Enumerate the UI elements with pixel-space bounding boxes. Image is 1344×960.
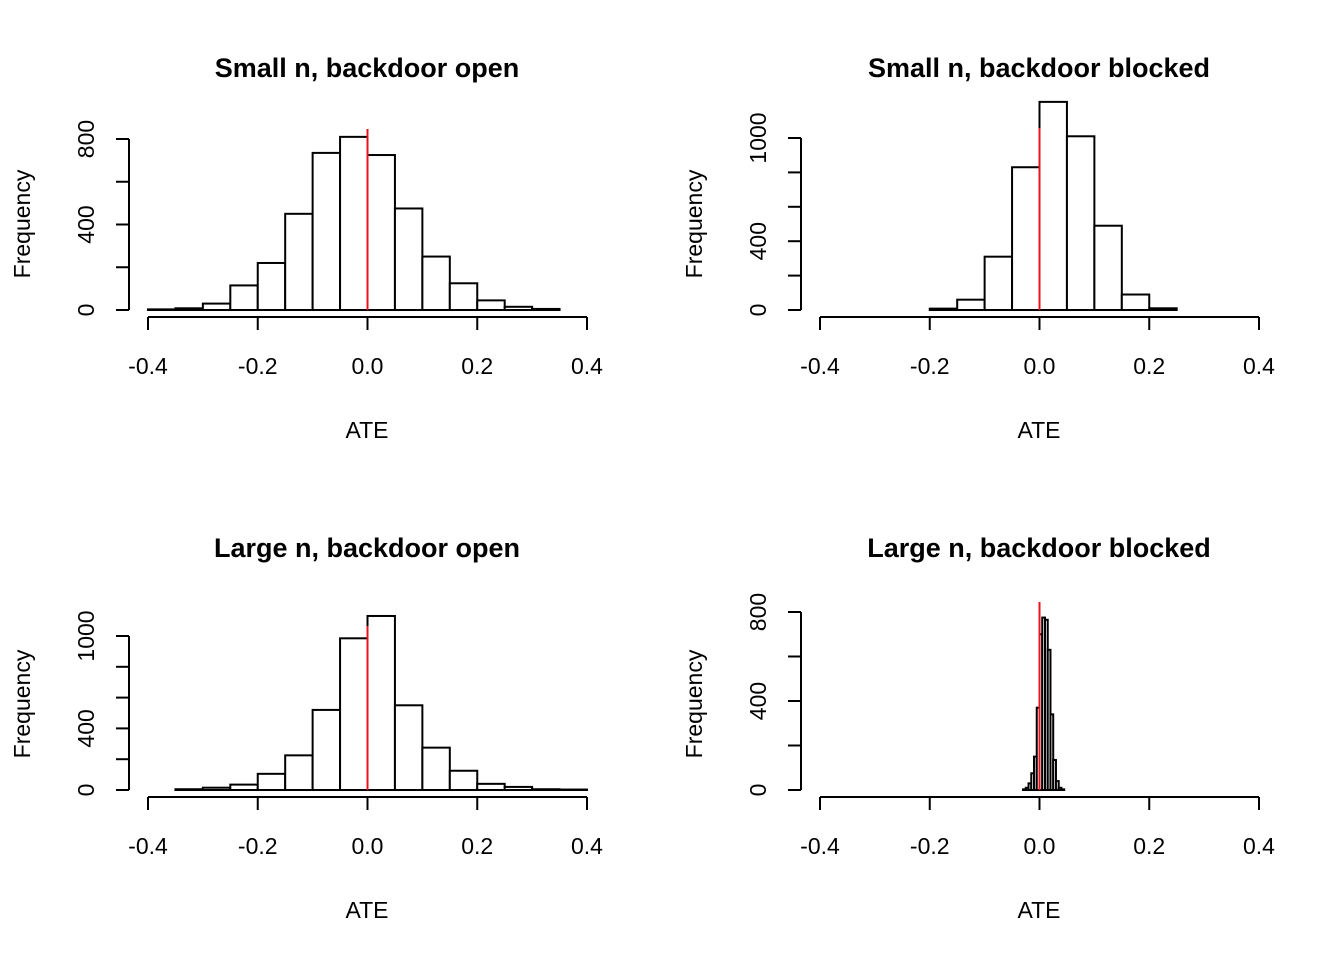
x-tick-label: 0.4	[1243, 353, 1275, 379]
histogram-bar	[174, 788, 204, 792]
x-tick-label: 0.0	[1024, 353, 1056, 379]
histogram-bar	[503, 305, 534, 312]
y-axis-label: Frequency	[681, 649, 707, 758]
y-tick-label: 800	[73, 120, 99, 158]
histogram-bar	[421, 746, 451, 791]
histogram-bar	[256, 772, 287, 791]
histogram-bar	[201, 302, 232, 311]
histogram-bar	[448, 282, 479, 311]
panel-title: Small n, backdoor blocked	[868, 53, 1210, 83]
histogram-bar	[229, 783, 259, 791]
histogram-bar	[1093, 224, 1123, 311]
histogram-bar	[366, 154, 396, 311]
histogram-bar	[531, 307, 561, 311]
x-tick-label: -0.4	[128, 353, 168, 379]
histogram-bar	[311, 708, 342, 791]
histogram-bar	[1054, 780, 1060, 792]
y-tick-label: 0	[73, 304, 99, 317]
y-tick-label: 400	[73, 205, 99, 243]
x-axis-label: ATE	[345, 417, 388, 443]
y-axis-label: Frequency	[681, 169, 707, 278]
y-tick-label: 800	[745, 593, 771, 631]
histogram-bar	[1120, 293, 1151, 311]
x-tick-label: 0.2	[461, 833, 493, 859]
histogram-bar	[147, 308, 177, 312]
x-tick-label: -0.2	[238, 353, 278, 379]
y-tick-label: 1000	[73, 610, 99, 661]
histogram-bar	[448, 769, 479, 791]
y-tick-label: 400	[73, 709, 99, 747]
histogram-bar	[1060, 788, 1066, 791]
y-tick-label: 1000	[745, 112, 771, 163]
histogram-bar	[393, 704, 424, 791]
histogram-bar	[956, 298, 986, 311]
histogram-bar	[174, 307, 204, 312]
histogram-panel-1: Small n, backdoor open -0.4 -0.2 0.0 0.2 0.4 A…	[9, 53, 603, 443]
histogram-bar	[503, 785, 534, 792]
histogram-bar	[393, 207, 424, 311]
histogram-bar	[284, 754, 314, 792]
x-tick-label: -0.4	[128, 833, 168, 859]
x-tick-label: -0.2	[238, 833, 278, 859]
histogram-bar	[928, 307, 959, 311]
x-tick-label: 0.4	[1243, 833, 1275, 859]
x-tick-label: 0.2	[1133, 833, 1165, 859]
x-tick-label: 0.0	[352, 833, 384, 859]
panel-title: Large n, backdoor blocked	[867, 533, 1211, 563]
histogram-panel-4: Large n, backdoor blocked -0.4 -0.2 0.0 0.2 0…	[681, 533, 1275, 923]
x-tick-label: 0.0	[1024, 833, 1056, 859]
y-tick-label: 0	[745, 784, 771, 797]
panel-title: Small n, backdoor open	[215, 53, 520, 83]
y-tick-label: 0	[73, 784, 99, 797]
x-tick-label: 0.4	[571, 353, 603, 379]
histogram-bar	[256, 261, 287, 312]
histogram-bar	[284, 212, 314, 311]
x-tick-label: -0.2	[910, 353, 950, 379]
x-axis-label: ATE	[1017, 897, 1060, 923]
histogram-bar	[1011, 166, 1041, 311]
histogram-bar	[229, 284, 259, 312]
y-axis-label: Frequency	[9, 649, 35, 758]
histogram-bar	[339, 637, 369, 791]
histogram-bar	[339, 135, 369, 311]
histogram-bar	[531, 788, 561, 792]
histogram-bar	[476, 782, 506, 791]
histogram-bar	[1065, 135, 1096, 311]
x-tick-label: 0.0	[352, 353, 384, 379]
histogram-bar	[201, 786, 232, 792]
y-tick-label: 400	[745, 682, 771, 720]
histogram-bar	[1148, 307, 1178, 311]
x-axis-label: ATE	[345, 897, 388, 923]
x-tick-label: -0.4	[800, 833, 840, 859]
x-axis-label: ATE	[1017, 417, 1060, 443]
panel-title: Large n, backdoor open	[214, 533, 520, 563]
y-tick-label: 400	[745, 222, 771, 260]
histogram-bar	[983, 255, 1014, 311]
histogram-bar	[366, 614, 396, 791]
x-tick-label: 0.2	[461, 353, 493, 379]
histogram-bar	[421, 255, 451, 311]
y-tick-label: 0	[745, 304, 771, 317]
histogram-bar	[1049, 713, 1055, 792]
histogram-panel-3: Large n, backdoor open -0.4 -0.2 0.0 0.2 0.4 A…	[9, 533, 603, 923]
histogram-bar	[1052, 758, 1057, 791]
histogram-bar	[476, 299, 506, 312]
x-tick-label: 0.4	[571, 833, 603, 859]
x-tick-label: -0.4	[800, 353, 840, 379]
x-tick-label: -0.2	[910, 833, 950, 859]
histogram-panel-2: Small n, backdoor blocked -0.4 -0.2 0.0 0.2 0…	[681, 53, 1275, 443]
histogram-bar	[311, 151, 342, 311]
histogram-bar	[1038, 100, 1068, 311]
y-axis-label: Frequency	[9, 169, 35, 278]
x-tick-label: 0.2	[1133, 353, 1165, 379]
